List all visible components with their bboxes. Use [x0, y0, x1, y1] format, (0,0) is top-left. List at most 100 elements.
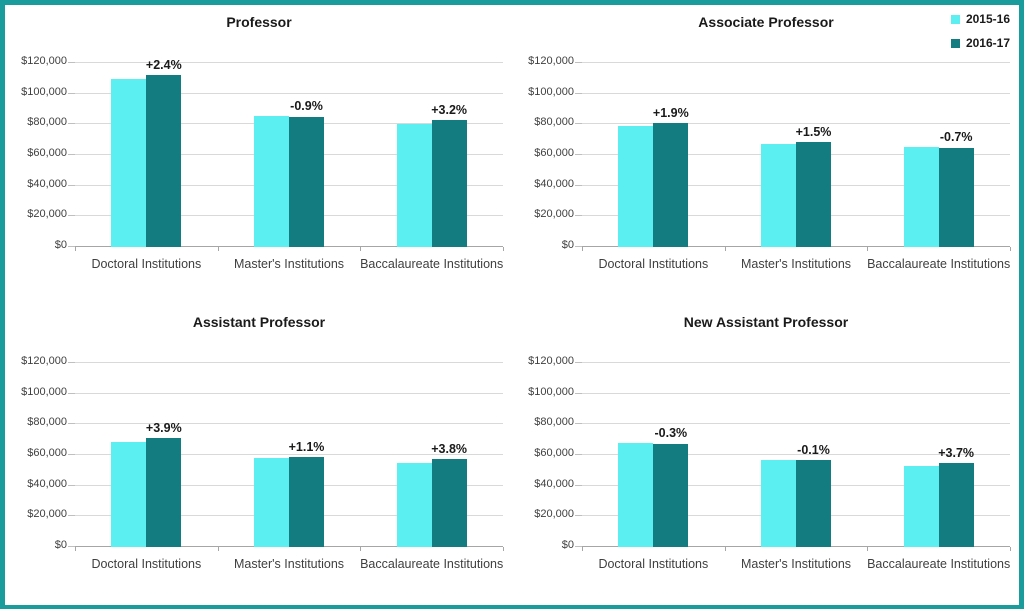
y-axis-label: $20,000: [534, 508, 574, 521]
y-axis-tick: [68, 184, 75, 186]
category-label-baccalaureate-institutions: Baccalaureate Institutions: [360, 557, 504, 571]
x-axis-tick: [360, 547, 362, 551]
y-axis-tick: [575, 546, 582, 547]
bar-2015-16-master-s-institutions: [761, 143, 796, 247]
change-label-master-s-institutions: -0.9%: [290, 98, 323, 113]
y-axis-tick: [575, 246, 582, 247]
y-axis-label: $120,000: [528, 355, 574, 367]
y-axis-tick: [68, 154, 75, 155]
change-label-baccalaureate-institutions: +3.7%: [938, 445, 975, 460]
y-axis-tick: [575, 123, 582, 125]
change-label-master-s-institutions: -0.1%: [797, 442, 830, 457]
x-axis-tick: [582, 547, 583, 551]
y-axis-label: $20,000: [534, 208, 574, 221]
y-axis-tick: [575, 184, 582, 186]
y-axis-label: $40,000: [27, 477, 67, 490]
y-axis-label: $100,000: [528, 385, 574, 398]
y-axis-tick: [68, 215, 75, 217]
gridline: [75, 423, 503, 425]
x-axis-tick: [724, 547, 726, 551]
x-axis-tick: [582, 247, 583, 251]
bar-2015-16-baccalaureate-institutions: [903, 147, 939, 247]
category-label-master-s-institutions: Master's Institutions: [740, 257, 852, 271]
x-axis-tick: [75, 547, 76, 551]
plot-area-new-assistant-professor: $0 $20,000 $40,000 $60,000 $80,000 $100,000 $1…: [528, 355, 1011, 571]
chart-professor: Professor $0 $20,000 $40,000 $60,000 $80,000…: [5, 5, 512, 305]
y-axis-tick: [575, 515, 582, 517]
change-label-baccalaureate-institutions: +3.2%: [431, 102, 468, 117]
y-axis-label: $60,000: [534, 447, 574, 459]
bar-2016-17-doctoral-institutions: [146, 437, 182, 547]
y-axis-tick: [575, 62, 582, 63]
legend-item-2015-16: 2015-16: [950, 12, 1010, 26]
x-axis-tick: [724, 247, 726, 251]
y-axis-label: $40,000: [534, 177, 574, 190]
y-axis-label: $0: [561, 539, 574, 551]
y-axis-tick: [68, 484, 75, 486]
category-label-doctoral-institutions: Doctoral Institutions: [91, 557, 202, 571]
x-axis-tick: [503, 547, 504, 551]
y-axis-label: $0: [54, 539, 67, 551]
y-axis-tick: [68, 454, 75, 455]
bar-2016-17-doctoral-institutions: [653, 443, 689, 547]
bar-2016-17-baccalaureate-institutions: [431, 459, 467, 547]
bar-2015-16-baccalaureate-institutions: [903, 465, 939, 547]
y-axis-tick: [68, 546, 75, 547]
y-axis-tick: [575, 215, 582, 217]
y-axis-tick: [575, 92, 582, 94]
x-axis-tick: [867, 247, 869, 251]
change-label-baccalaureate-institutions: -0.7%: [939, 130, 973, 145]
gridline: [75, 454, 503, 455]
y-axis-tick: [68, 515, 75, 517]
chart-title-new-assistant-professor: New Assistant Professor: [683, 314, 849, 330]
y-axis-label: $0: [561, 239, 574, 251]
category-label-baccalaureate-institutions: Baccalaureate Institutions: [867, 257, 1011, 271]
y-axis-label: $80,000: [27, 416, 67, 429]
change-label-doctoral-institutions: +2.4%: [145, 58, 182, 73]
bar-2015-16-master-s-institutions: [254, 115, 289, 247]
y-axis-tick: [68, 62, 75, 63]
y-axis-tick: [68, 362, 75, 363]
legend-item-2016-17: 2016-17: [950, 36, 1010, 50]
change-label-doctoral-institutions: -0.3%: [654, 426, 688, 441]
change-label-doctoral-institutions: +3.9%: [145, 420, 182, 435]
x-axis-tick: [360, 247, 362, 251]
x-axis-tick: [867, 547, 869, 551]
plot-area-assistant-professor: $0 $20,000 $40,000 $60,000 $80,000 $100,000 $1…: [21, 355, 504, 571]
chart-title-associate-professor: Associate Professor: [698, 14, 834, 30]
gridline: [75, 62, 503, 63]
y-axis-label: $40,000: [534, 477, 574, 490]
bar-2015-16-baccalaureate-institutions: [396, 462, 432, 547]
change-label-doctoral-institutions: +1.9%: [652, 106, 689, 121]
x-axis-tick: [217, 247, 219, 251]
gridline: [75, 92, 503, 94]
plot-area-professor: $0 $20,000 $40,000 $60,000 $80,000 $100,000 $1…: [21, 55, 504, 271]
x-axis-tick: [217, 547, 219, 551]
gridline: [75, 362, 503, 363]
y-axis-label: $20,000: [27, 508, 67, 521]
gridline: [582, 423, 1010, 425]
legend-label-2015-16: 2015-16: [965, 12, 1010, 26]
bar-2016-17-doctoral-institutions: [146, 75, 182, 247]
y-axis-tick: [68, 392, 75, 394]
y-axis-tick: [68, 246, 75, 247]
y-axis-label: $120,000: [528, 55, 574, 67]
legend-label-2016-17: 2016-17: [965, 36, 1010, 50]
y-axis-label: $60,000: [27, 447, 67, 459]
y-axis-label: $100,000: [528, 85, 574, 98]
y-axis-label: $120,000: [21, 55, 67, 67]
window-bottom-edge: [0, 606, 1024, 609]
chart-board: Professor $0 $20,000 $40,000 $60,000 $80,000…: [5, 5, 1019, 605]
gridline: [582, 392, 1010, 394]
y-axis-tick: [68, 423, 75, 425]
y-axis-label: $20,000: [27, 208, 67, 221]
y-axis-tick: [575, 362, 582, 363]
x-axis-tick: [503, 247, 504, 251]
y-axis-label: $120,000: [21, 355, 67, 367]
y-axis-label: $80,000: [534, 116, 574, 129]
chart-associate-professor: Associate Professor 2015-16 2016-17 $0 $2…: [512, 5, 1019, 305]
category-label-baccalaureate-institutions: Baccalaureate Institutions: [867, 557, 1011, 571]
chart-new-assistant-professor: New Assistant Professor $0 $20,000 $40,000…: [512, 305, 1019, 605]
plot-area-associate-professor: $0 $20,000 $40,000 $60,000 $80,000 $100,000 $1…: [528, 55, 1011, 271]
y-axis-label: $100,000: [21, 385, 67, 398]
